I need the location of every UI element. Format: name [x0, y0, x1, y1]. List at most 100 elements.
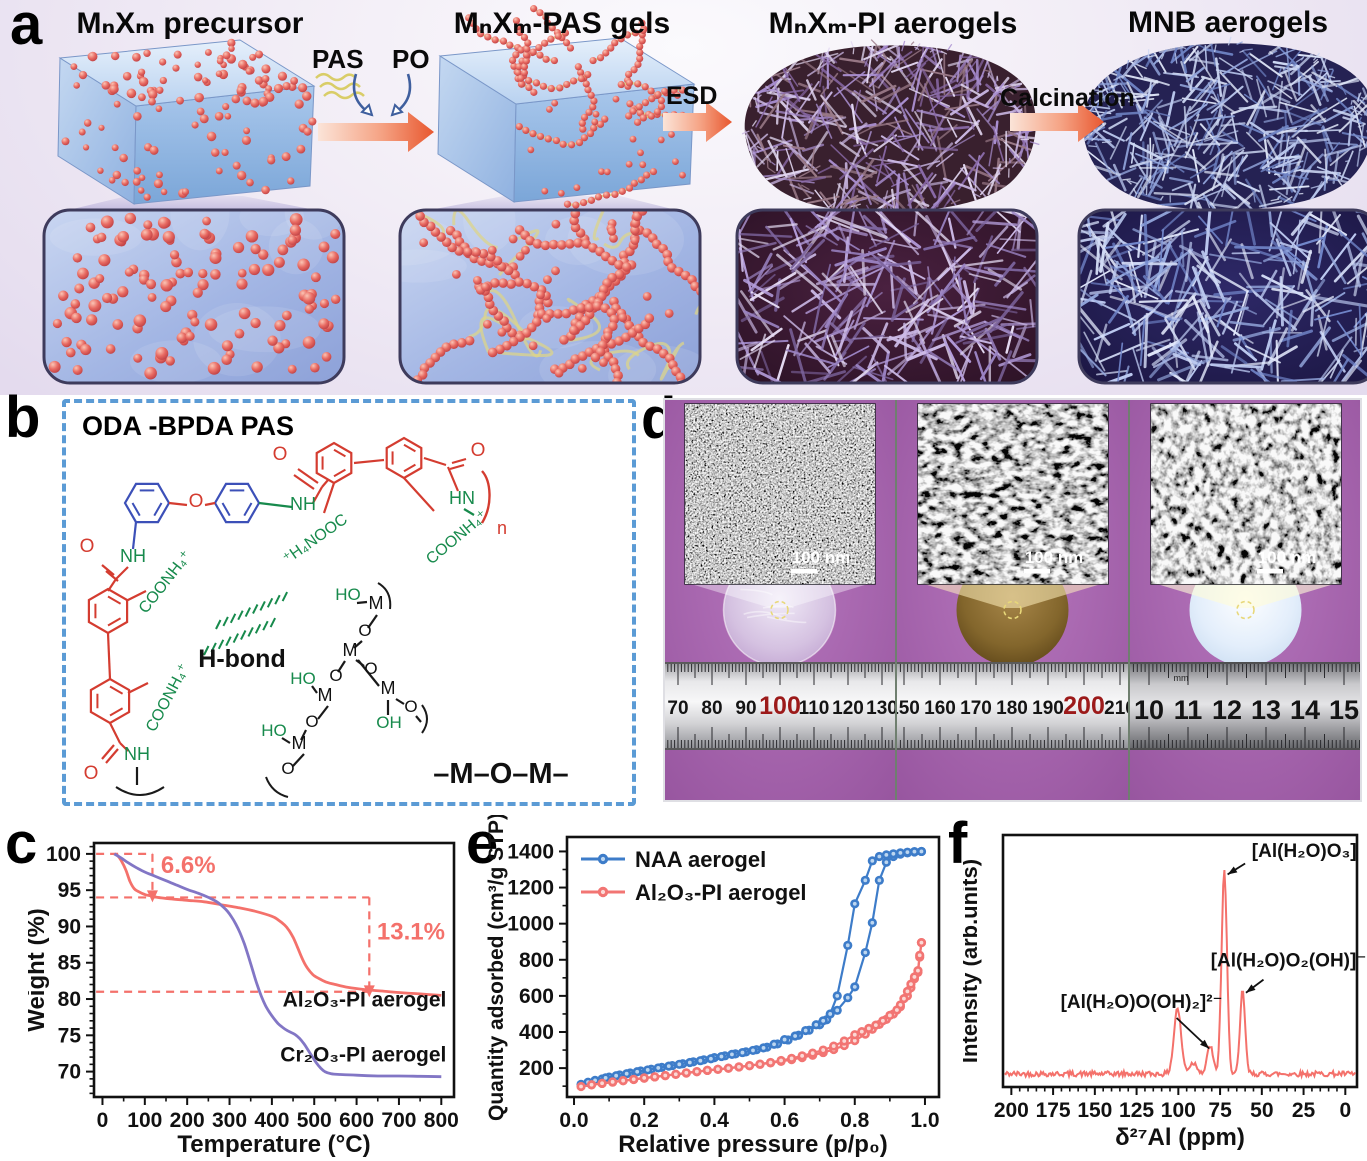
svg-text:–M–O–M–: –M–O–M–: [433, 758, 568, 790]
svg-text:HO: HO: [335, 585, 361, 604]
svg-text:O: O: [189, 491, 204, 512]
svg-text:130: 130: [866, 698, 898, 719]
svg-text:85: 85: [58, 952, 82, 975]
svg-text:Quantity adsorbed (cm³/g STP): Quantity adsorbed (cm³/g STP): [487, 815, 508, 1121]
svg-text:95: 95: [58, 879, 82, 902]
svg-text:1400: 1400: [507, 840, 554, 863]
structure-title: ODA -BPDA PAS: [82, 411, 295, 441]
stage-title-precursor: MₙXₘ precursor: [76, 7, 304, 40]
svg-text:800: 800: [519, 949, 554, 972]
svg-text:700: 700: [381, 1109, 416, 1132]
svg-text:600: 600: [519, 985, 554, 1008]
svg-text:COONH₄⁺: COONH₄⁺: [143, 661, 193, 735]
svg-text:190: 190: [1032, 698, 1064, 719]
panel-a-scene-graphic: [42, 5, 1367, 385]
svg-text:HN: HN: [449, 488, 475, 508]
svg-text:150: 150: [888, 698, 920, 719]
svg-text:0: 0: [97, 1109, 109, 1132]
svg-text:110: 110: [799, 698, 830, 719]
svg-text:M: M: [369, 593, 384, 613]
svg-text:800: 800: [424, 1109, 459, 1132]
svg-text:M: M: [343, 640, 358, 660]
svg-text:NH: NH: [290, 494, 316, 514]
svg-text:O: O: [358, 621, 371, 640]
svg-text:210: 210: [1104, 698, 1136, 719]
svg-text:NH: NH: [124, 744, 150, 764]
nmr-spectrum-chart: 200 175 150 125 100 75 50 25 0 δ²⁷Al (ppm) Intensi…: [963, 833, 1367, 1151]
svg-text:50: 50: [1250, 1099, 1273, 1122]
svg-text:Relative pressure (p/p₀): Relative pressure (p/p₀): [618, 1131, 888, 1158]
svg-text:160: 160: [924, 698, 956, 719]
magnified-inset-1: [44, 210, 344, 383]
svg-text:M: M: [292, 733, 307, 753]
svg-text:n: n: [497, 518, 507, 538]
svg-text:100 nm: 100 nm: [1025, 548, 1084, 567]
svg-text:1000: 1000: [507, 913, 554, 936]
arrow-label-esd: ESD: [666, 82, 718, 110]
svg-text:400: 400: [519, 1021, 554, 1044]
svg-text:14: 14: [1290, 695, 1320, 725]
svg-text:Al₂O₃-PI aerogel: Al₂O₃-PI aerogel: [635, 880, 807, 905]
svg-text:1.0: 1.0: [910, 1109, 939, 1132]
svg-text:6.6%: 6.6%: [161, 852, 216, 879]
svg-text:δ²⁷Al (ppm): δ²⁷Al (ppm): [1115, 1124, 1245, 1151]
panel-e-label: e: [466, 811, 499, 876]
svg-text:90: 90: [58, 915, 81, 938]
ruler-2: 150 160 170 180 190 200 210: [888, 662, 1136, 750]
svg-text:0.0: 0.0: [559, 1109, 588, 1132]
tga-chart: 0 100 200 300 400 500 600 700 800 70 75 80 85 90 95 100…: [28, 841, 459, 1158]
svg-text:100 nm: 100 nm: [1258, 548, 1317, 567]
svg-text:NH: NH: [120, 546, 146, 566]
stage-title-pi-aerogels: MₙXₘ-PI aerogels: [768, 7, 1018, 40]
svg-text:O: O: [281, 759, 294, 778]
panel-b-label: b: [5, 385, 41, 450]
svg-text:HO: HO: [261, 721, 287, 740]
panel-a-label: a: [10, 0, 43, 57]
svg-text:25: 25: [1292, 1099, 1316, 1122]
svg-text:150: 150: [1077, 1099, 1112, 1122]
svg-text:200: 200: [994, 1099, 1029, 1122]
svg-text:O: O: [273, 444, 288, 465]
svg-text:500: 500: [297, 1109, 332, 1132]
svg-text:400: 400: [254, 1109, 289, 1132]
arrow-label-calcination: Calcination: [1000, 84, 1135, 112]
svg-text:[Al(H₂O)O(OH)₂]²⁻: [Al(H₂O)O(OH)₂]²⁻: [1061, 992, 1223, 1013]
svg-text:Cr₂O₃-PI aerogel: Cr₂O₃-PI aerogel: [280, 1043, 446, 1066]
svg-text:80: 80: [58, 988, 81, 1011]
svg-text:0: 0: [1339, 1099, 1351, 1122]
svg-text:10: 10: [1134, 695, 1164, 725]
svg-text:125: 125: [1119, 1099, 1154, 1122]
svg-text:13: 13: [1251, 695, 1281, 725]
svg-text:[Al(H₂O)O₂(OH)]⁻: [Al(H₂O)O₂(OH)]⁻: [1211, 950, 1367, 971]
sample-column-2: 100 nm 150 160 170 180 190 200 210: [888, 398, 1136, 802]
svg-text:HO: HO: [290, 669, 316, 688]
svg-text:70: 70: [667, 698, 688, 719]
svg-text:90: 90: [735, 698, 756, 719]
svg-text:100: 100: [46, 843, 81, 866]
svg-text:15: 15: [1329, 695, 1359, 725]
svg-text:300: 300: [212, 1109, 247, 1132]
panel-d: d: [641, 390, 1367, 815]
chemical-structure-drawing: O NHO⁺H₄NOOC COONH₄⁺HNOnNHOCOONH₄⁺COONH₄⁺N…: [80, 436, 569, 798]
svg-text:170: 170: [960, 698, 992, 719]
svg-text:O: O: [364, 659, 377, 678]
svg-text:200: 200: [519, 1057, 554, 1080]
svg-text:80: 80: [701, 698, 722, 719]
svg-text:Intensity (arb.units): Intensity (arb.units): [963, 859, 982, 1063]
stage-title-mnb-aerogels: MNB aerogels: [1127, 6, 1329, 39]
bottom-charts-row: c e f 0 100 200 300 400 500 600 700 800 70 75 80 85 9…: [0, 815, 1367, 1161]
svg-text:OH: OH: [376, 713, 402, 732]
arrow-label-po: PO: [392, 44, 430, 74]
svg-text:180: 180: [996, 698, 1028, 719]
magnified-inset-3: [737, 210, 1037, 383]
magnified-inset-4: [1079, 210, 1367, 383]
svg-text:13.1%: 13.1%: [377, 919, 445, 946]
svg-text:O: O: [84, 763, 99, 784]
tga-curve-1: [113, 852, 442, 997]
sample-column-3: 100 nm 10 11 12 13 14 15 mm: [1129, 398, 1362, 802]
svg-text:O: O: [305, 712, 318, 731]
svg-text:Al₂O₃-PI aerogel: Al₂O₃-PI aerogel: [283, 988, 447, 1011]
